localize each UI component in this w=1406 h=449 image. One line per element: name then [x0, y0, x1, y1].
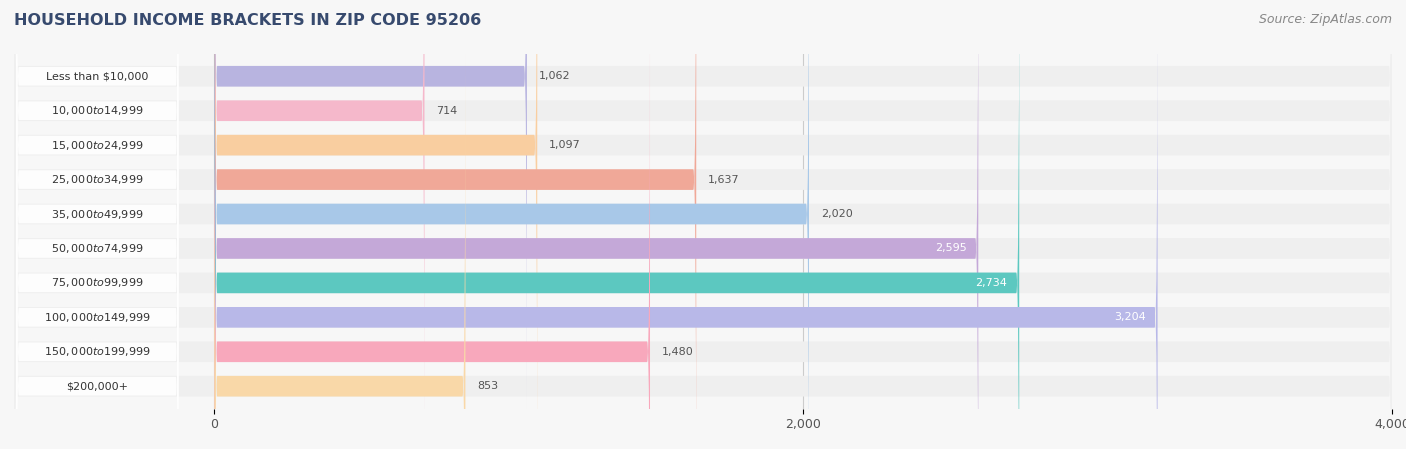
Text: 1,480: 1,480	[662, 347, 693, 357]
Text: $50,000 to $74,999: $50,000 to $74,999	[51, 242, 143, 255]
Text: $75,000 to $99,999: $75,000 to $99,999	[51, 277, 143, 290]
FancyBboxPatch shape	[214, 0, 425, 445]
FancyBboxPatch shape	[14, 0, 1392, 449]
Text: 714: 714	[436, 106, 457, 116]
FancyBboxPatch shape	[214, 0, 527, 410]
FancyBboxPatch shape	[214, 0, 1157, 449]
FancyBboxPatch shape	[17, 51, 179, 449]
FancyBboxPatch shape	[17, 0, 179, 343]
FancyBboxPatch shape	[14, 0, 1392, 449]
Text: $25,000 to $34,999: $25,000 to $34,999	[51, 173, 143, 186]
Text: 2,020: 2,020	[821, 209, 852, 219]
FancyBboxPatch shape	[214, 18, 650, 449]
FancyBboxPatch shape	[14, 0, 1392, 449]
Text: $150,000 to $199,999: $150,000 to $199,999	[44, 345, 150, 358]
FancyBboxPatch shape	[17, 0, 179, 446]
FancyBboxPatch shape	[14, 18, 1392, 449]
FancyBboxPatch shape	[214, 0, 537, 449]
FancyBboxPatch shape	[214, 52, 465, 449]
FancyBboxPatch shape	[214, 0, 979, 449]
FancyBboxPatch shape	[214, 0, 696, 449]
Text: $35,000 to $49,999: $35,000 to $49,999	[51, 207, 143, 220]
FancyBboxPatch shape	[14, 52, 1392, 449]
FancyBboxPatch shape	[214, 0, 1019, 449]
FancyBboxPatch shape	[17, 86, 179, 449]
FancyBboxPatch shape	[17, 17, 179, 449]
Text: $15,000 to $24,999: $15,000 to $24,999	[51, 139, 143, 152]
FancyBboxPatch shape	[14, 0, 1392, 410]
FancyBboxPatch shape	[14, 0, 1392, 449]
FancyBboxPatch shape	[17, 0, 179, 377]
FancyBboxPatch shape	[17, 0, 179, 411]
Text: 2,595: 2,595	[935, 243, 966, 253]
Text: 3,204: 3,204	[1114, 313, 1146, 322]
Text: $200,000+: $200,000+	[66, 381, 128, 391]
Text: Less than $10,000: Less than $10,000	[46, 71, 149, 81]
FancyBboxPatch shape	[17, 0, 179, 449]
FancyBboxPatch shape	[214, 0, 808, 449]
Text: Source: ZipAtlas.com: Source: ZipAtlas.com	[1258, 13, 1392, 26]
FancyBboxPatch shape	[14, 0, 1392, 449]
FancyBboxPatch shape	[14, 0, 1392, 445]
Text: 2,734: 2,734	[976, 278, 1008, 288]
FancyBboxPatch shape	[17, 120, 179, 449]
Text: 1,097: 1,097	[548, 140, 581, 150]
Text: 853: 853	[477, 381, 498, 391]
Text: 1,062: 1,062	[538, 71, 571, 81]
FancyBboxPatch shape	[17, 0, 179, 449]
Text: HOUSEHOLD INCOME BRACKETS IN ZIP CODE 95206: HOUSEHOLD INCOME BRACKETS IN ZIP CODE 95…	[14, 13, 481, 28]
FancyBboxPatch shape	[14, 0, 1392, 449]
Text: $10,000 to $14,999: $10,000 to $14,999	[51, 104, 143, 117]
Text: 1,637: 1,637	[709, 175, 740, 185]
Text: $100,000 to $149,999: $100,000 to $149,999	[44, 311, 150, 324]
